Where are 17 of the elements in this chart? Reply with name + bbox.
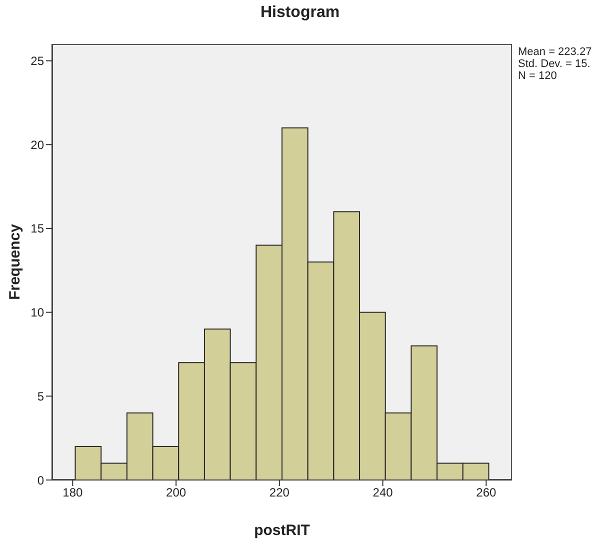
y-axis-title: Frequency [6,223,24,300]
x-tick-label: 240 [372,486,394,500]
y-tick-label: 20 [30,138,44,152]
y-tick-label: 0 [37,473,44,488]
y-tick-label: 15 [30,222,44,236]
x-axis-title: postRIT [254,522,310,539]
x-tick-label: 180 [62,486,84,500]
y-tick-label: 5 [37,389,44,404]
x-tick-label: 200 [166,486,186,500]
chart-title: Histogram [259,4,341,22]
y-tick-label: 10 [30,306,44,320]
text: N = 120 [518,70,558,82]
text: Std. Dev. = 15. [518,58,592,70]
x-tick-label: 260 [476,486,496,500]
text: Mean = 223.27 [518,46,592,58]
y-tick-label: 25 [30,54,44,68]
x-tick-label: 220 [269,486,290,500]
